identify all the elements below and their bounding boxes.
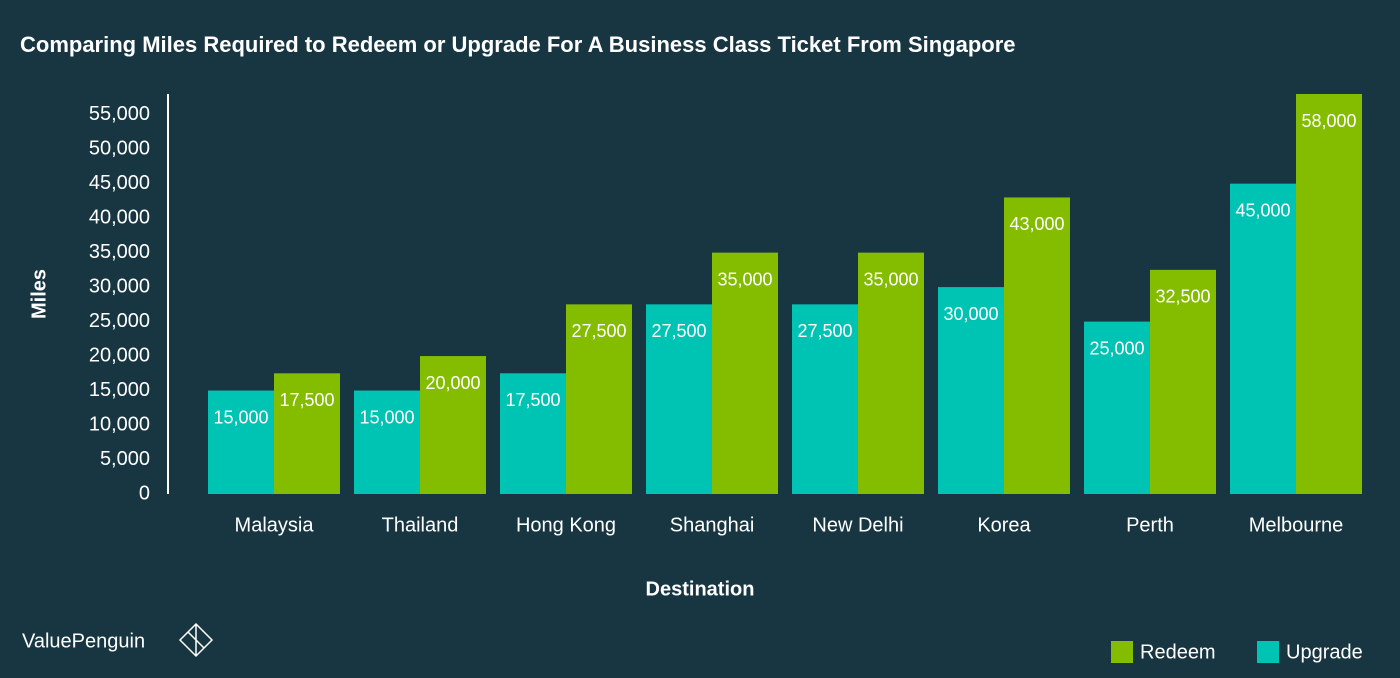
bar bbox=[646, 304, 712, 494]
y-tick-label: 35,000 bbox=[89, 241, 150, 263]
y-tick-label: 5,000 bbox=[100, 448, 150, 470]
brand-icon bbox=[178, 622, 214, 658]
y-tick-label: 30,000 bbox=[89, 275, 150, 297]
bar bbox=[1230, 183, 1296, 495]
y-tick-label: 10,000 bbox=[89, 413, 150, 435]
value-label: 20,000 bbox=[425, 373, 480, 393]
legend-swatch bbox=[1111, 641, 1133, 663]
x-tick-label: Shanghai bbox=[670, 514, 755, 536]
value-label: 15,000 bbox=[359, 407, 414, 427]
y-tick-label: 50,000 bbox=[89, 137, 150, 159]
bar bbox=[1084, 321, 1150, 494]
bar bbox=[1004, 197, 1070, 494]
bar bbox=[938, 287, 1004, 494]
bar bbox=[712, 252, 778, 494]
x-tick-label: New Delhi bbox=[812, 514, 903, 536]
x-tick-label: Hong Kong bbox=[516, 514, 616, 536]
x-tick-label: Malaysia bbox=[235, 514, 315, 536]
value-label: 25,000 bbox=[1089, 338, 1144, 358]
y-tick-label: 45,000 bbox=[89, 172, 150, 194]
value-label: 27,500 bbox=[651, 321, 706, 341]
bar bbox=[420, 356, 486, 494]
value-label: 43,000 bbox=[1009, 214, 1064, 234]
legend-swatch bbox=[1257, 641, 1279, 663]
x-axis-label: Destination bbox=[646, 578, 755, 600]
value-label: 58,000 bbox=[1301, 111, 1356, 131]
bar bbox=[500, 373, 566, 494]
x-tick-label: Perth bbox=[1126, 514, 1174, 536]
bar bbox=[792, 304, 858, 494]
value-label: 15,000 bbox=[213, 407, 268, 427]
value-label: 30,000 bbox=[943, 304, 998, 324]
bar bbox=[1296, 94, 1362, 494]
bar bbox=[566, 304, 632, 494]
y-tick-label: 0 bbox=[139, 482, 150, 504]
y-tick-label: 40,000 bbox=[89, 206, 150, 228]
value-label: 17,500 bbox=[505, 390, 560, 410]
y-tick-label: 25,000 bbox=[89, 310, 150, 332]
y-tick-label: 15,000 bbox=[89, 379, 150, 401]
bar bbox=[208, 390, 274, 494]
brand: ValuePenguin bbox=[22, 630, 145, 652]
value-label: 35,000 bbox=[863, 269, 918, 289]
y-tick-label: 55,000 bbox=[89, 103, 150, 125]
y-axis-label: Miles bbox=[28, 269, 50, 319]
value-label: 45,000 bbox=[1235, 200, 1290, 220]
y-tick-label: 20,000 bbox=[89, 344, 150, 366]
value-label: 35,000 bbox=[717, 269, 772, 289]
bar bbox=[858, 252, 924, 494]
value-label: 17,500 bbox=[279, 390, 334, 410]
bar bbox=[274, 373, 340, 494]
x-tick-label: Melbourne bbox=[1249, 514, 1344, 536]
legend-label: Redeem bbox=[1140, 641, 1216, 663]
bar bbox=[354, 390, 420, 494]
chart-title: Comparing Miles Required to Redeem or Up… bbox=[20, 32, 1016, 57]
bar bbox=[1150, 269, 1216, 494]
value-label: 27,500 bbox=[571, 321, 626, 341]
value-label: 27,500 bbox=[797, 321, 852, 341]
x-tick-label: Korea bbox=[977, 514, 1031, 536]
x-tick-label: Thailand bbox=[382, 514, 459, 536]
legend-label: Upgrade bbox=[1286, 641, 1363, 663]
value-label: 32,500 bbox=[1155, 287, 1210, 307]
